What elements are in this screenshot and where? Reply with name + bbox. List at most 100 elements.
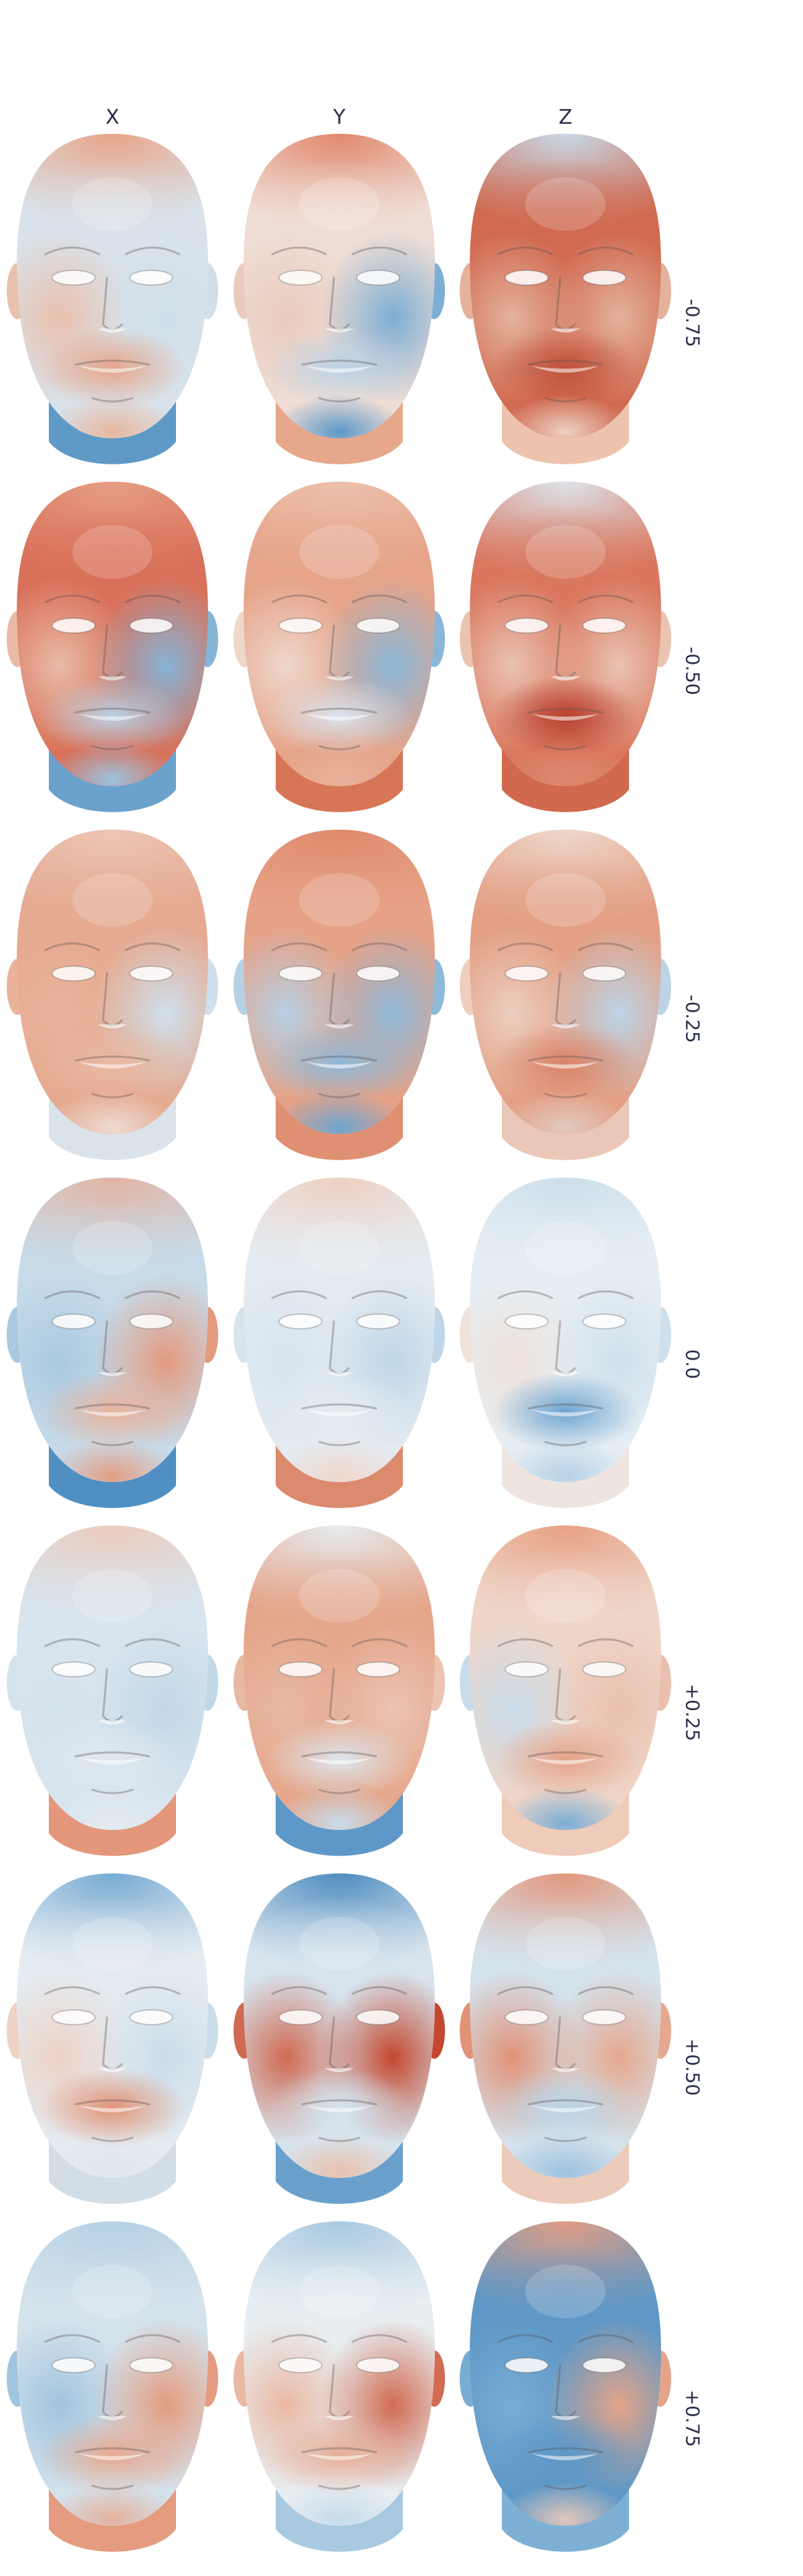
nose-tip-highlight [551, 1720, 580, 1724]
brow-left [271, 594, 327, 604]
forehead-highlight [525, 1221, 606, 1275]
face-render-x-row4 [7, 1526, 218, 1856]
lip-highlight [306, 714, 373, 721]
eye-left [278, 2009, 323, 2025]
head-surface [244, 830, 435, 1134]
forehead-highlight [72, 1221, 153, 1275]
lip-highlight [532, 2454, 599, 2460]
nose-tip-highlight [551, 1372, 580, 1376]
eye-left [505, 1661, 549, 1677]
eye-right [356, 2357, 400, 2373]
mouth-line [301, 2447, 377, 2454]
chin-crease [544, 745, 587, 751]
eye-left [278, 965, 323, 982]
chin-crease [318, 2484, 361, 2490]
lip-highlight [306, 1410, 373, 1416]
eye-right [582, 2009, 626, 2025]
chin-crease [91, 2136, 134, 2142]
face-render-z-row4 [460, 1526, 671, 1856]
lip-highlight [532, 714, 599, 721]
mouth-line [74, 2099, 151, 2106]
nose-tip-highlight [98, 676, 127, 680]
brow-right [577, 2334, 634, 2343]
mouth-line [74, 1055, 151, 1062]
eye-right [129, 2357, 173, 2373]
chin-crease [544, 1788, 587, 1795]
eye-left [505, 618, 549, 634]
eye-right [129, 2009, 173, 2025]
eye-right [582, 1313, 626, 1329]
lip-highlight [79, 714, 146, 721]
mouth-line [527, 1055, 604, 1062]
eye-right [582, 1661, 626, 1677]
brow-right [124, 1290, 181, 1299]
eye-left [278, 618, 323, 634]
eye-right [129, 965, 173, 982]
chin-crease [318, 397, 361, 403]
face-render-y-row5 [234, 1873, 445, 2204]
lip-highlight [532, 1758, 599, 1764]
head-surface [470, 482, 661, 786]
brow-left [44, 246, 100, 256]
brow-right [124, 246, 181, 256]
brow-left [44, 594, 100, 604]
chin-crease [91, 1093, 134, 1099]
head-surface [244, 2221, 435, 2526]
brow-left [44, 2334, 100, 2343]
row-label-pos-050: +0.50 [681, 2038, 704, 2096]
forehead-highlight [72, 873, 153, 927]
face-render-y-row2 [234, 830, 445, 1160]
nose-tip-highlight [98, 2068, 127, 2072]
lip-highlight [306, 1758, 373, 1764]
face-render-z-row3 [460, 1178, 671, 1508]
forehead-highlight [72, 1917, 153, 1970]
nose-tip-highlight [98, 1720, 127, 1724]
mouth-line [301, 707, 377, 714]
chin-crease [544, 2484, 587, 2490]
mouth-line [527, 707, 604, 714]
brow-right [351, 1290, 408, 1299]
eye-right [129, 1313, 173, 1329]
eye-left [278, 2357, 323, 2373]
face-render-y-row1 [234, 482, 445, 812]
chin-crease [91, 1788, 134, 1795]
chin-crease [544, 1093, 587, 1099]
mouth-line [301, 1751, 377, 1758]
eye-left [52, 2009, 96, 2025]
eye-left [278, 1661, 323, 1677]
nose-tip-highlight [325, 2416, 354, 2420]
lip-highlight [532, 1410, 599, 1416]
eye-left [505, 1313, 549, 1329]
lip-highlight [306, 2454, 373, 2460]
eye-right [582, 965, 626, 982]
mouth-line [74, 2447, 151, 2454]
mouth-line [301, 359, 377, 366]
brow-right [351, 246, 408, 256]
nose-tip-highlight [325, 1024, 354, 1028]
brow-right [351, 1986, 408, 1995]
head-surface [470, 1178, 661, 1482]
eye-left [52, 965, 96, 982]
brow-left [44, 1638, 100, 1647]
brow-right [577, 1986, 634, 1995]
face-render-y-row0 [234, 134, 445, 464]
row-label-pos-075: +0.75 [681, 2389, 704, 2448]
head-surface [470, 1873, 661, 2178]
eye-left [52, 618, 96, 634]
brow-left [497, 246, 553, 256]
head-surface [17, 482, 208, 786]
mouth-line [301, 2099, 377, 2106]
nose-tip-highlight [98, 2416, 127, 2420]
brow-left [271, 1986, 327, 1995]
face-render-y-row3 [234, 1178, 445, 1508]
brow-left [497, 1986, 553, 1995]
eye-right [129, 270, 173, 286]
face-render-x-row2 [7, 830, 218, 1160]
forehead-highlight [299, 1917, 379, 1970]
brow-left [44, 1290, 100, 1299]
brow-right [577, 246, 634, 256]
row-label-pos-025: +0.25 [681, 1683, 704, 1742]
lip-highlight [79, 2106, 146, 2112]
brow-right [351, 1638, 408, 1647]
face-render-z-row1 [460, 482, 671, 812]
